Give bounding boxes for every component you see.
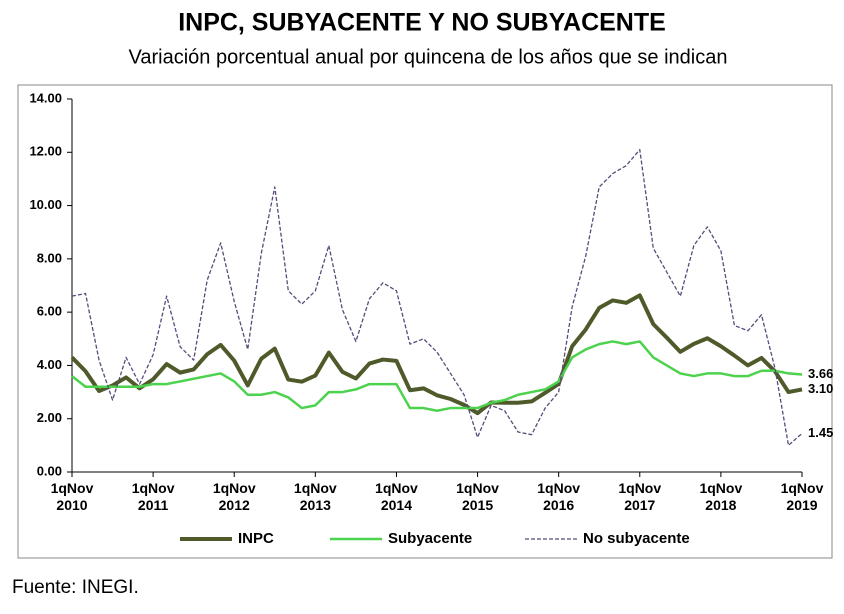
chart-frame — [17, 84, 833, 559]
value-label: 3.66 — [808, 366, 833, 381]
x-tick-label: 1qNov 2010 — [50, 480, 94, 513]
y-tick-label: 12.00 — [29, 144, 62, 159]
x-tick-label: 1qNov 2017 — [618, 480, 662, 513]
source: Fuente: INEGI. — [12, 577, 139, 598]
y-tick-label: 6.00 — [37, 304, 62, 319]
y-tick-label: 14.00 — [29, 90, 62, 105]
y-tick-label: 10.00 — [29, 197, 62, 212]
legend-label: No subyacente — [583, 530, 690, 547]
series-line — [71, 148, 803, 447]
y-tick-label: 8.00 — [37, 250, 62, 265]
legend-label: Subyacente — [388, 530, 472, 547]
chart-subtitle: Variación porcentual anual por quincena … — [129, 46, 728, 68]
x-tick-label: 1qNov 2019 — [780, 480, 824, 513]
series-line — [71, 340, 803, 412]
x-tick-label: 1qNov 2011 — [131, 480, 175, 513]
y-tick-label: 0.00 — [37, 463, 62, 478]
x-tick-label: 1qNov 2015 — [456, 480, 499, 513]
x-tick-label: 1qNov 2014 — [375, 480, 418, 513]
series-line — [70, 293, 803, 416]
y-tick-label: 2.00 — [37, 410, 62, 425]
y-tick-label: 4.00 — [37, 357, 62, 372]
x-tick-label: 1qNov 2018 — [699, 480, 743, 513]
value-label: 3.10 — [808, 381, 833, 396]
x-tick-label: 1qNov 2012 — [212, 480, 256, 513]
x-tick-label: 1qNov 2013 — [293, 480, 337, 513]
x-tick-label: 1qNov 2016 — [537, 480, 581, 513]
value-label: 1.45 — [808, 425, 833, 440]
chart-title: INPC, SUBYACENTE Y NO SUBYACENTE — [178, 9, 666, 37]
legend-label: INPC — [238, 530, 274, 547]
